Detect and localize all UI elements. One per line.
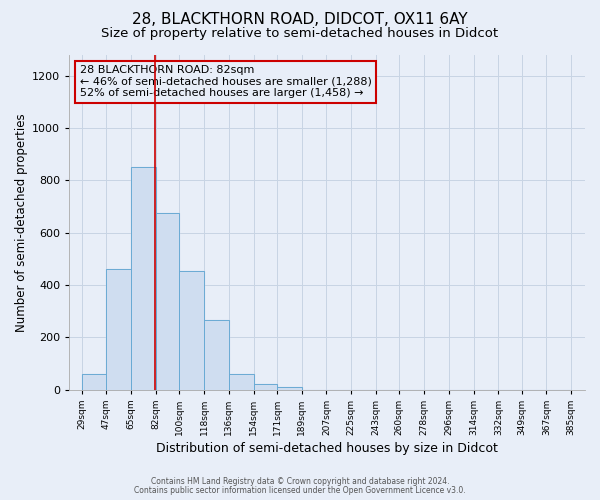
Text: Contains HM Land Registry data © Crown copyright and database right 2024.: Contains HM Land Registry data © Crown c… [151, 477, 449, 486]
Text: 28 BLACKTHORN ROAD: 82sqm
← 46% of semi-detached houses are smaller (1,288)
52% : 28 BLACKTHORN ROAD: 82sqm ← 46% of semi-… [80, 65, 371, 98]
X-axis label: Distribution of semi-detached houses by size in Didcot: Distribution of semi-detached houses by … [156, 442, 498, 455]
Text: 28, BLACKTHORN ROAD, DIDCOT, OX11 6AY: 28, BLACKTHORN ROAD, DIDCOT, OX11 6AY [132, 12, 468, 28]
Y-axis label: Number of semi-detached properties: Number of semi-detached properties [15, 113, 28, 332]
Text: Contains public sector information licensed under the Open Government Licence v3: Contains public sector information licen… [134, 486, 466, 495]
Text: Size of property relative to semi-detached houses in Didcot: Size of property relative to semi-detach… [101, 28, 499, 40]
